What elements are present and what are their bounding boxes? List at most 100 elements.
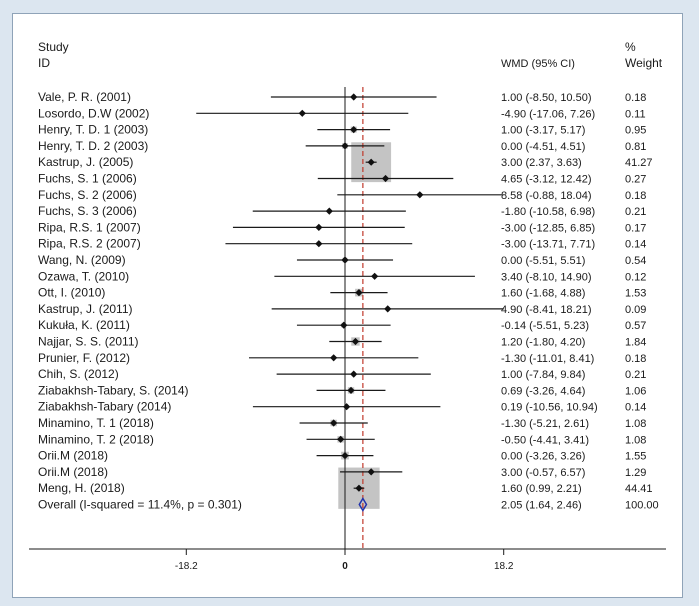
- study-label: Ripa, R.S. 1 (2007): [38, 220, 141, 234]
- study-label: Ziabakhsh-Tabary, S. (2014): [38, 383, 189, 397]
- study-label: Orii.M (2018): [38, 449, 108, 463]
- ci-text: 1.00 (-3.17, 5.17): [501, 125, 585, 137]
- point-estimate: [341, 256, 349, 264]
- header-wmd: WMD (95% CI): [501, 58, 575, 70]
- study-label: Henry, T. D. 1 (2003): [38, 123, 148, 137]
- ci-text: 0.19 (-10.56, 10.94): [501, 402, 598, 414]
- weight-value: 0.95: [625, 125, 646, 137]
- point-estimate: [337, 435, 345, 443]
- x-tick-label: -18.2: [175, 561, 198, 572]
- weight-value: 0.09: [625, 304, 646, 316]
- study-label: Prunier, F. (2012): [38, 351, 130, 365]
- header-id: ID: [38, 56, 50, 70]
- ci-text: 1.60 (0.99, 2.21): [501, 483, 582, 495]
- study-rows: Vale, P. R. (2001) 1.00 (-8.50, 10.50) 0.1…: [38, 90, 659, 512]
- ci-text: 3.00 (2.37, 3.63): [501, 157, 582, 169]
- forest-plot: Study ID WMD (95% CI) % Weight Vale, P. …: [29, 40, 666, 572]
- study-label: Henry, T. D. 2 (2003): [38, 139, 148, 153]
- header-percent: %: [625, 40, 636, 54]
- weight-value: 1.08: [625, 418, 646, 430]
- header-study: Study: [38, 40, 69, 54]
- x-axis: -18.2 0 18.2: [29, 548, 666, 572]
- weight-value: 1.08: [625, 434, 646, 446]
- ci-text: 1.00 (-8.50, 10.50): [501, 92, 592, 104]
- ci-text: -1.30 (-5.21, 2.61): [501, 418, 589, 430]
- forest-plot-panel: Study ID WMD (95% CI) % Weight Vale, P. …: [12, 13, 683, 598]
- point-estimate: [341, 142, 349, 150]
- ci-text: 3.40 (-8.10, 14.90): [501, 271, 592, 283]
- weight-value: 0.14: [625, 402, 646, 414]
- point-estimate: [351, 337, 360, 346]
- weight-value: 1.06: [625, 385, 646, 397]
- study-label: Ripa, R.S. 2 (2007): [38, 237, 141, 251]
- x-tick-label: 0: [342, 561, 348, 572]
- point-estimate: [355, 289, 363, 297]
- ci-text: -0.50 (-4.41, 3.41): [501, 434, 589, 446]
- study-label: Minamino, T. 2 (2018): [38, 432, 154, 446]
- weight-value: 1.55: [625, 451, 646, 463]
- ci-text: 0.00 (-4.51, 4.51): [501, 141, 585, 153]
- ci-text: 3.00 (-0.57, 6.57): [501, 467, 585, 479]
- study-label: Kastrup, J. (2005): [38, 155, 133, 169]
- study-label: Ott, I. (2010): [38, 286, 105, 300]
- overall-ci-text: 2.05 (1.64, 2.46): [501, 500, 582, 512]
- ci-text: 0.00 (-3.26, 3.26): [501, 451, 585, 463]
- ci-text: 0.69 (-3.26, 4.64): [501, 385, 585, 397]
- point-estimate: [416, 191, 424, 199]
- point-estimate: [384, 305, 392, 313]
- ci-text: -3.00 (-13.71, 7.71): [501, 239, 595, 251]
- point-estimate: [381, 174, 390, 183]
- ci-text: 1.60 (-1.68, 4.88): [501, 288, 585, 300]
- study-label: Fuchs, S. 2 (2006): [38, 188, 137, 202]
- study-label: Meng, H. (2018): [38, 481, 125, 495]
- study-label: Ozawa, T. (2010): [38, 269, 129, 283]
- point-estimate: [340, 321, 348, 329]
- weight-value: 0.27: [625, 174, 646, 186]
- ci-text: 4.90 (-8.41, 18.21): [501, 304, 592, 316]
- overall-diamond: [358, 497, 368, 512]
- study-label: Kukuła, K. (2011): [38, 318, 130, 332]
- ci-text: 4.65 (-3.12, 12.42): [501, 174, 592, 186]
- ci-text: -1.30 (-11.01, 8.41): [501, 353, 594, 365]
- ci-text: 8.58 (-0.88, 18.04): [501, 190, 592, 202]
- point-estimate: [330, 419, 338, 427]
- weight-value: 0.18: [625, 92, 646, 104]
- header-weight: Weight: [625, 56, 663, 70]
- point-estimate: [343, 403, 351, 411]
- point-estimate: [371, 272, 379, 280]
- weight-value: 0.18: [625, 353, 646, 365]
- point-estimate: [298, 109, 306, 117]
- ci-text: 1.20 (-1.80, 4.20): [501, 337, 585, 349]
- weight-value: 0.81: [625, 141, 646, 153]
- study-label: Losordo, D.W (2002): [38, 106, 149, 120]
- weight-value: 0.17: [625, 222, 646, 234]
- column-headers: Study ID WMD (95% CI) % Weight: [38, 40, 663, 70]
- weight-value: 0.21: [625, 369, 646, 381]
- study-label: Chih, S. (2012): [38, 367, 119, 381]
- x-tick-label: 18.2: [494, 561, 514, 572]
- weight-value: 0.18: [625, 190, 646, 202]
- weight-boxes: [301, 95, 422, 509]
- point-estimate: [350, 93, 358, 101]
- point-estimate: [315, 240, 323, 248]
- weight-value: 0.57: [625, 320, 646, 332]
- study-label: Orii.M (2018): [38, 465, 108, 479]
- study-label: Fuchs, S. 1 (2006): [38, 172, 137, 186]
- ci-text: -4.90 (-17.06, 7.26): [501, 108, 595, 120]
- weight-value: 44.41: [625, 483, 653, 495]
- weight-value: 0.11: [625, 108, 646, 120]
- point-estimate: [341, 452, 349, 460]
- weight-value: 0.14: [625, 239, 646, 251]
- study-label: Najjar, S. S. (2011): [38, 335, 139, 349]
- ci-text: -1.80 (-10.58, 6.98): [501, 206, 595, 218]
- ci-text: 1.00 (-7.84, 9.84): [501, 369, 585, 381]
- ci-text: -0.14 (-5.51, 5.23): [501, 320, 589, 332]
- point-estimate: [355, 484, 363, 492]
- study-label: Vale, P. R. (2001): [38, 90, 131, 104]
- point-estimate: [315, 223, 323, 231]
- overall-label: Overall (I-squared = 11.4%, p = 0.301): [38, 498, 242, 512]
- point-estimate: [350, 370, 358, 378]
- ci-text: -3.00 (-12.85, 6.85): [501, 222, 595, 234]
- point-estimate: [330, 354, 338, 362]
- point-estimate: [367, 158, 375, 166]
